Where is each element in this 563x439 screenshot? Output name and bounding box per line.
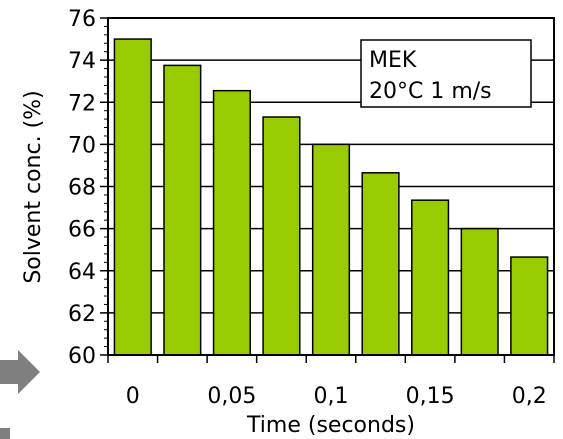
bar [212, 89, 251, 356]
x-axis: 0 0,05 0,1 0,15 0,2 [107, 355, 555, 409]
x-tick-label: 0,2 [512, 384, 547, 409]
y-axis-title: Solvent conc. (%) [21, 90, 46, 283]
bar [163, 64, 202, 356]
x-tick-label: 0,15 [406, 384, 455, 409]
y-tick-label: 74 [68, 49, 96, 74]
bar [411, 199, 450, 356]
y-tick-label: 62 [68, 302, 96, 327]
y-axis: 60 62 64 66 68 70 72 74 76 [68, 7, 108, 369]
x-tick-label: 0,05 [207, 384, 256, 409]
gray-arrow-stub [0, 428, 10, 439]
y-tick-label: 60 [68, 344, 96, 369]
y-tick-label: 72 [68, 91, 96, 116]
annotation-line-1: MEK [369, 48, 417, 73]
annotation-line-2: 20°C 1 m/s [369, 79, 492, 104]
y-tick-label: 66 [68, 218, 96, 243]
bar [510, 256, 549, 356]
y-tick-label: 70 [68, 133, 96, 158]
gray-arrow-decoration [0, 350, 40, 394]
bar [113, 38, 152, 356]
x-tick-label: 0,1 [314, 384, 349, 409]
bars [113, 38, 549, 356]
bar [262, 116, 301, 356]
x-tick-label: 0 [126, 384, 140, 409]
bar [460, 227, 499, 356]
annotation-box: MEK 20°C 1 m/s [360, 39, 532, 108]
y-tick-label: 68 [68, 176, 96, 201]
bar [311, 143, 351, 356]
bar [361, 172, 400, 356]
y-tick-label: 64 [68, 260, 96, 285]
x-axis-title: Time (seconds) [246, 413, 415, 438]
y-tick-label: 76 [68, 7, 96, 32]
